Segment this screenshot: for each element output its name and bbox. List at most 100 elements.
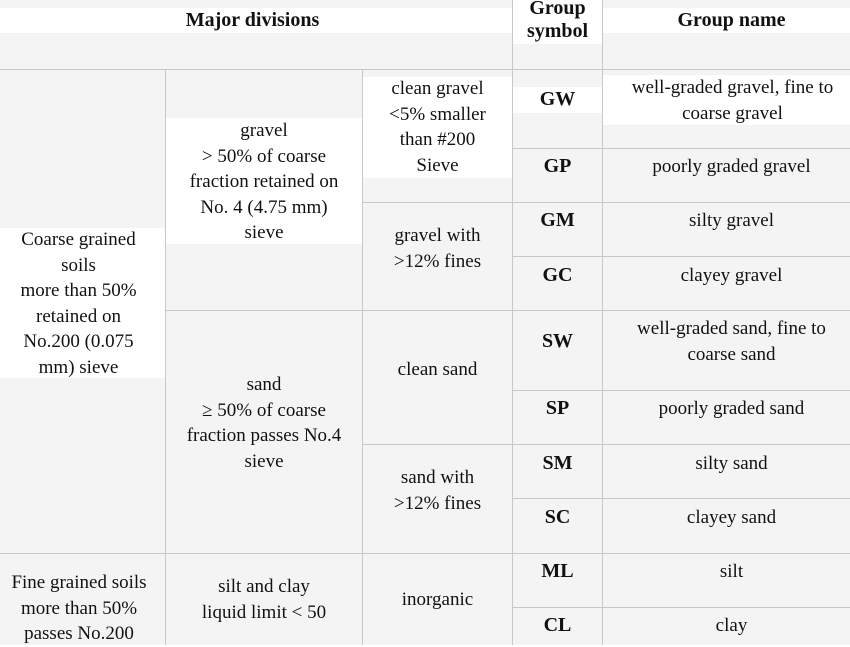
label-line: gravel with [394, 225, 481, 246]
label-line: mm) sieve [38, 356, 119, 378]
row-cl-symbol-cell [513, 608, 602, 645]
inorganic-cell [363, 554, 512, 645]
coarse-white-band [0, 228, 165, 378]
sand-label: sand ≥ 50% of coarse fraction passes No.… [166, 372, 362, 474]
header-major-divisions: Major divisions [185, 9, 320, 31]
group-name-sw: well-graded sand, fine to coarse sand [613, 316, 850, 367]
gravel-fines-cell [363, 203, 512, 310]
label-line: retained on [36, 305, 121, 327]
label-line: <5% smaller [389, 103, 486, 125]
label-line: Sieve [416, 154, 459, 176]
gravel-label: gravel > 50% of coarse fraction retained… [166, 118, 362, 246]
row-gm-symbol-cell [513, 203, 602, 256]
label-line: sieve [244, 222, 284, 243]
name-line: well-graded gravel, fine to [631, 77, 834, 98]
label-line: > 50% of coarse [201, 145, 327, 167]
grid-line [513, 607, 850, 608]
name-line: coarse sand [687, 343, 776, 365]
header-group-symbol: Group symbol [513, 0, 602, 43]
group-name-gm: silty gravel [689, 210, 774, 231]
row-gp-symbol-cell [513, 149, 602, 202]
grid-line [513, 148, 850, 149]
clean-gravel-white-band [363, 77, 512, 178]
grid-line [513, 498, 850, 499]
group-name-gw: well-graded gravel, fine to coarse grave… [605, 75, 850, 126]
grid-line [513, 256, 850, 257]
label-line: more than 50% [20, 597, 138, 619]
group-name-ml: silt [719, 561, 744, 582]
grid-line [0, 69, 850, 70]
row-sm-name-cell [603, 445, 850, 498]
label-line: passes No.200 [24, 623, 134, 644]
label-line: >12% fines [393, 492, 482, 514]
group-name-gp: poorly graded gravel [652, 156, 811, 177]
label-line: No. 4 (4.75 mm) [200, 196, 328, 218]
row-sp-name-cell [603, 391, 850, 444]
group-symbol-ml: ML [541, 560, 574, 582]
silt-clay-cell [166, 554, 362, 645]
group-symbol-cl: CL [543, 614, 572, 636]
label-line: sand [246, 374, 282, 395]
label-line: fraction retained on [189, 171, 339, 192]
label-line: soils [61, 254, 96, 276]
group-symbol-gw: GW [539, 88, 576, 110]
row-cl-name-cell [603, 608, 850, 645]
row-sw-symbol-cell [513, 311, 602, 390]
label-line: No.200 (0.075 [23, 331, 134, 352]
row-sc-name-cell [603, 499, 850, 553]
grid-line [602, 0, 603, 645]
group-name-sp: poorly graded sand [658, 398, 805, 419]
label-line: sand with [400, 467, 475, 488]
gw-symbol-white-band [513, 87, 602, 113]
silt-clay-label: silt and clay liquid limit < 50 [166, 574, 362, 625]
group-symbol-sm: SM [542, 452, 573, 474]
grid-line [165, 69, 166, 645]
sand-cell [166, 311, 362, 553]
sand-fines-cell [363, 445, 512, 553]
row-gm-name-cell [603, 203, 850, 256]
group-symbol-sc: SC [544, 506, 571, 528]
name-line: well-graded sand, fine to [637, 318, 826, 339]
label-line: silt and clay [218, 576, 310, 597]
clean-gravel-label: clean gravel <5% smaller than #200 Sieve [363, 76, 512, 178]
row-gc-symbol-cell [513, 257, 602, 310]
group-name-gc: clayey gravel [680, 265, 783, 286]
fine-grained-cell [0, 554, 165, 645]
label-line: fraction passes No.4 [186, 425, 342, 446]
clean-sand-cell [363, 311, 512, 444]
label-line: Fine grained soils [11, 572, 147, 593]
clean-sand-label: clean sand [397, 359, 478, 380]
row-gp-name-cell [603, 149, 850, 202]
label-line: clean gravel [391, 78, 484, 99]
gravel-fines-label: gravel with >12% fines [363, 223, 512, 274]
sand-fines-label: sand with >12% fines [363, 465, 512, 516]
label-line: more than 50% [20, 280, 137, 301]
row-sw-name-cell [603, 311, 850, 390]
header-white-band [0, 8, 512, 33]
gw-name-white-band [603, 75, 850, 125]
group-symbol-sw: SW [541, 330, 574, 352]
group-symbol-gc: GC [542, 264, 573, 286]
header-group-symbol-line: symbol [526, 20, 589, 42]
name-line: coarse gravel [682, 102, 783, 124]
grid-line [0, 553, 850, 554]
label-line: gravel [240, 120, 288, 141]
group-symbol-gm: GM [540, 209, 575, 231]
label-line: >12% fines [393, 250, 482, 272]
grid-line [363, 444, 850, 445]
label-line: ≥ 50% of coarse [202, 399, 326, 421]
inorganic-label: inorganic [401, 589, 474, 610]
group-symbol-gp: GP [543, 155, 572, 177]
label-line: sieve [244, 450, 284, 472]
row-sc-symbol-cell [513, 499, 602, 553]
group-name-sc: clayey sand [686, 507, 777, 528]
group-symbol-sp: SP [545, 397, 570, 419]
header-symbol-white-band [513, 0, 602, 44]
row-ml-symbol-cell [513, 554, 602, 607]
grid-line [512, 0, 513, 645]
fine-grained-label: Fine grained soils more than 50% passes … [0, 570, 158, 647]
grid-line [363, 202, 850, 203]
grid-line [513, 390, 850, 391]
header-group-name: Group name [677, 9, 786, 31]
grid-line [166, 310, 850, 311]
